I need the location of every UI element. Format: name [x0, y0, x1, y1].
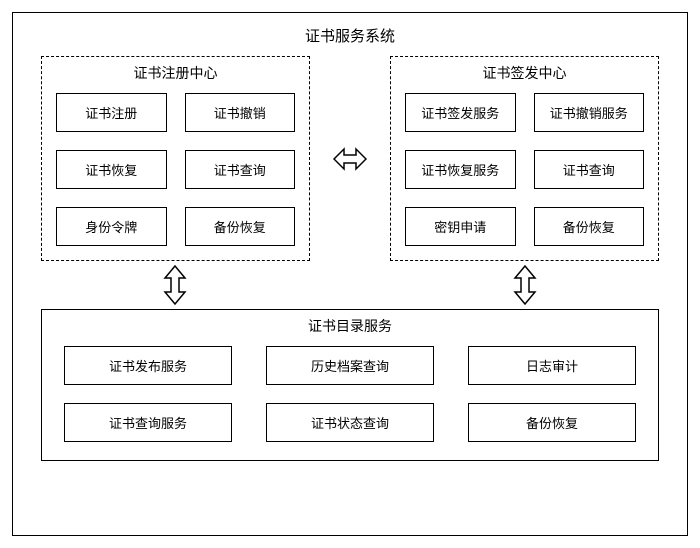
section-title: 证书签发中心 [405, 57, 644, 93]
double-arrow-vertical-icon [161, 265, 189, 305]
cell-backup-restore: 备份恢复 [185, 207, 296, 246]
section-title: 证书注册中心 [56, 57, 295, 93]
double-arrow-vertical-icon [511, 265, 539, 305]
section-title: 证书目录服务 [64, 310, 636, 346]
cell-key-apply: 密钥申请 [405, 207, 516, 246]
cell-status-query: 证书状态查询 [266, 403, 434, 442]
cell-query-service: 证书查询服务 [64, 403, 232, 442]
directory-grid: 证书发布服务 历史档案查询 日志审计 证书查询服务 证书状态查询 备份恢复 [64, 346, 636, 442]
issuing-grid: 证书签发服务 证书撤销服务 证书恢复服务 证书查询 密钥申请 备份恢复 [405, 93, 644, 246]
cell-cert-register: 证书注册 [56, 93, 167, 132]
registration-center: 证书注册中心 证书注册 证书撤销 证书恢复 证书查询 身份令牌 备份恢复 [41, 56, 310, 261]
top-row: 证书注册中心 证书注册 证书撤销 证书恢复 证书查询 身份令牌 备份恢复 证书签… [41, 56, 659, 261]
cell-publish-service: 证书发布服务 [64, 346, 232, 385]
cell-cert-revoke: 证书撤销 [185, 93, 296, 132]
directory-service: 证书目录服务 证书发布服务 历史档案查询 日志审计 证书查询服务 证书状态查询 … [41, 309, 659, 461]
vertical-connectors [41, 261, 659, 309]
cell-restore-service: 证书恢复服务 [405, 150, 516, 189]
cell-identity-token: 身份令牌 [56, 207, 167, 246]
horizontal-connector [330, 56, 370, 261]
issuing-center: 证书签发中心 证书签发服务 证书撤销服务 证书恢复服务 证书查询 密钥申请 备份… [390, 56, 659, 261]
cell-issue-service: 证书签发服务 [405, 93, 516, 132]
cell-backup-restore: 备份恢复 [468, 403, 636, 442]
cell-cert-restore: 证书恢复 [56, 150, 167, 189]
cell-revoke-service: 证书撤销服务 [534, 93, 645, 132]
cell-history-query: 历史档案查询 [266, 346, 434, 385]
double-arrow-horizontal-icon [333, 145, 367, 173]
system-container: 证书服务系统 证书注册中心 证书注册 证书撤销 证书恢复 证书查询 身份令牌 备… [12, 12, 688, 536]
cell-cert-query: 证书查询 [534, 150, 645, 189]
registration-grid: 证书注册 证书撤销 证书恢复 证书查询 身份令牌 备份恢复 [56, 93, 295, 246]
cell-cert-query: 证书查询 [185, 150, 296, 189]
cell-log-audit: 日志审计 [468, 346, 636, 385]
cell-backup-restore: 备份恢复 [534, 207, 645, 246]
main-title: 证书服务系统 [41, 21, 659, 56]
